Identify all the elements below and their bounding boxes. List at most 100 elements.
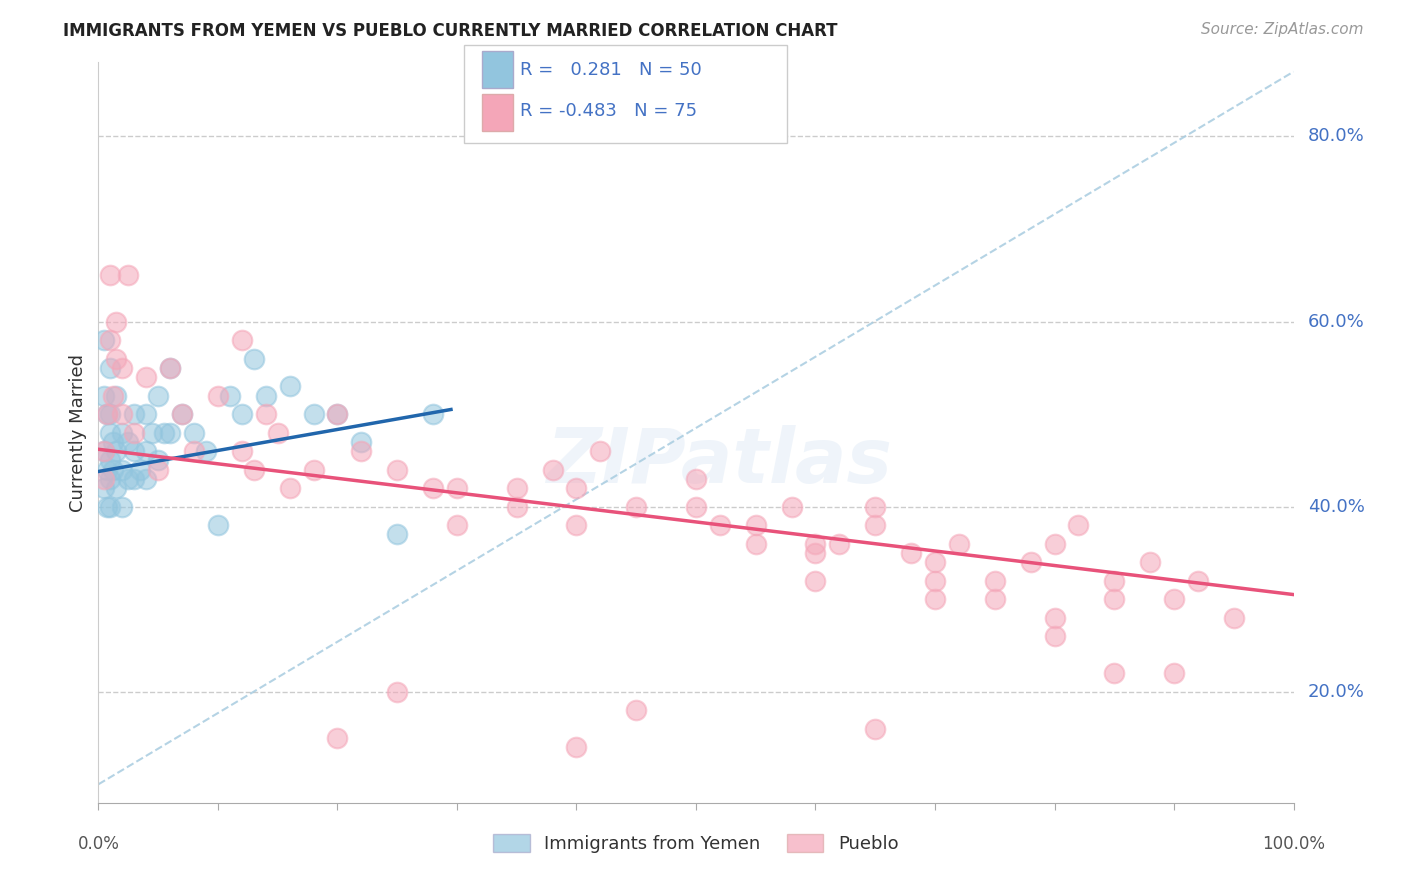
Point <box>865 500 887 514</box>
Point <box>96 500 118 514</box>
Point <box>302 407 325 421</box>
Point <box>231 333 253 347</box>
Point <box>302 462 325 476</box>
Point <box>254 389 277 403</box>
Point <box>865 518 887 533</box>
Point <box>153 425 176 440</box>
Point <box>172 407 194 421</box>
Point <box>1104 574 1126 588</box>
Point <box>506 500 529 514</box>
Point <box>541 462 564 476</box>
Point <box>101 389 124 403</box>
Point <box>1139 555 1161 569</box>
Point <box>117 472 139 486</box>
Point <box>385 462 409 476</box>
Point <box>685 472 707 486</box>
Point <box>1043 610 1066 624</box>
Point <box>105 389 128 403</box>
Point <box>172 407 194 421</box>
Text: Source: ZipAtlas.com: Source: ZipAtlas.com <box>1201 22 1364 37</box>
Point <box>207 389 229 403</box>
Point <box>350 444 373 458</box>
Point <box>148 453 170 467</box>
Point <box>98 453 122 467</box>
Point <box>159 360 181 375</box>
Point <box>267 425 290 440</box>
Point <box>446 518 468 533</box>
Point <box>111 407 134 421</box>
Point <box>135 444 157 458</box>
Point <box>254 407 277 421</box>
Text: 100.0%: 100.0% <box>1263 835 1324 853</box>
Point <box>1104 592 1126 607</box>
Point <box>93 472 115 486</box>
Point <box>111 500 134 514</box>
Point <box>565 518 588 533</box>
Point <box>422 481 444 495</box>
Point <box>626 703 648 717</box>
Point <box>93 389 115 403</box>
Point <box>326 407 349 421</box>
Point <box>148 389 170 403</box>
Point <box>195 444 218 458</box>
Point <box>385 685 409 699</box>
Point <box>565 740 588 755</box>
Point <box>124 407 146 421</box>
Point <box>984 574 1007 588</box>
Text: IMMIGRANTS FROM YEMEN VS PUEBLO CURRENTLY MARRIED CORRELATION CHART: IMMIGRANTS FROM YEMEN VS PUEBLO CURRENTL… <box>63 22 838 40</box>
Point <box>780 500 803 514</box>
Point <box>93 444 115 458</box>
Point <box>159 360 181 375</box>
Point <box>278 481 301 495</box>
Text: R =   0.281   N = 50: R = 0.281 N = 50 <box>520 61 702 78</box>
Point <box>135 370 157 384</box>
Point <box>111 425 134 440</box>
Point <box>1187 574 1209 588</box>
Point <box>804 536 827 550</box>
Point <box>96 407 118 421</box>
Point <box>98 268 122 283</box>
Point <box>828 536 851 550</box>
Point <box>98 407 122 421</box>
Point <box>93 481 115 495</box>
Text: ZIPatlas: ZIPatlas <box>547 425 893 500</box>
Point <box>1019 555 1042 569</box>
Point <box>105 314 128 328</box>
Point <box>865 722 887 736</box>
Text: 0.0%: 0.0% <box>77 835 120 853</box>
Point <box>804 546 827 560</box>
Point <box>135 472 157 486</box>
Point <box>219 389 242 403</box>
Point <box>278 379 301 393</box>
Point <box>207 518 229 533</box>
Point <box>124 425 146 440</box>
Point <box>804 574 827 588</box>
Point <box>231 444 253 458</box>
Point <box>984 592 1007 607</box>
Point <box>98 333 122 347</box>
Point <box>326 731 349 745</box>
Point <box>105 444 128 458</box>
Point <box>745 536 768 550</box>
Point <box>565 481 588 495</box>
Text: 80.0%: 80.0% <box>1308 128 1365 145</box>
Point <box>326 407 349 421</box>
Point <box>105 351 128 366</box>
Point <box>98 472 122 486</box>
Point <box>98 360 122 375</box>
Point <box>1163 592 1185 607</box>
Point <box>1043 536 1066 550</box>
Point <box>105 481 128 495</box>
Point <box>900 546 922 560</box>
Point <box>111 462 134 476</box>
Point <box>243 351 266 366</box>
Point <box>111 360 134 375</box>
Point <box>98 425 122 440</box>
Point <box>141 425 163 440</box>
Point <box>101 462 124 476</box>
Text: R = -0.483   N = 75: R = -0.483 N = 75 <box>520 103 697 120</box>
Point <box>745 518 768 533</box>
Point <box>1223 610 1246 624</box>
Text: 60.0%: 60.0% <box>1308 312 1365 331</box>
Point <box>350 434 373 449</box>
